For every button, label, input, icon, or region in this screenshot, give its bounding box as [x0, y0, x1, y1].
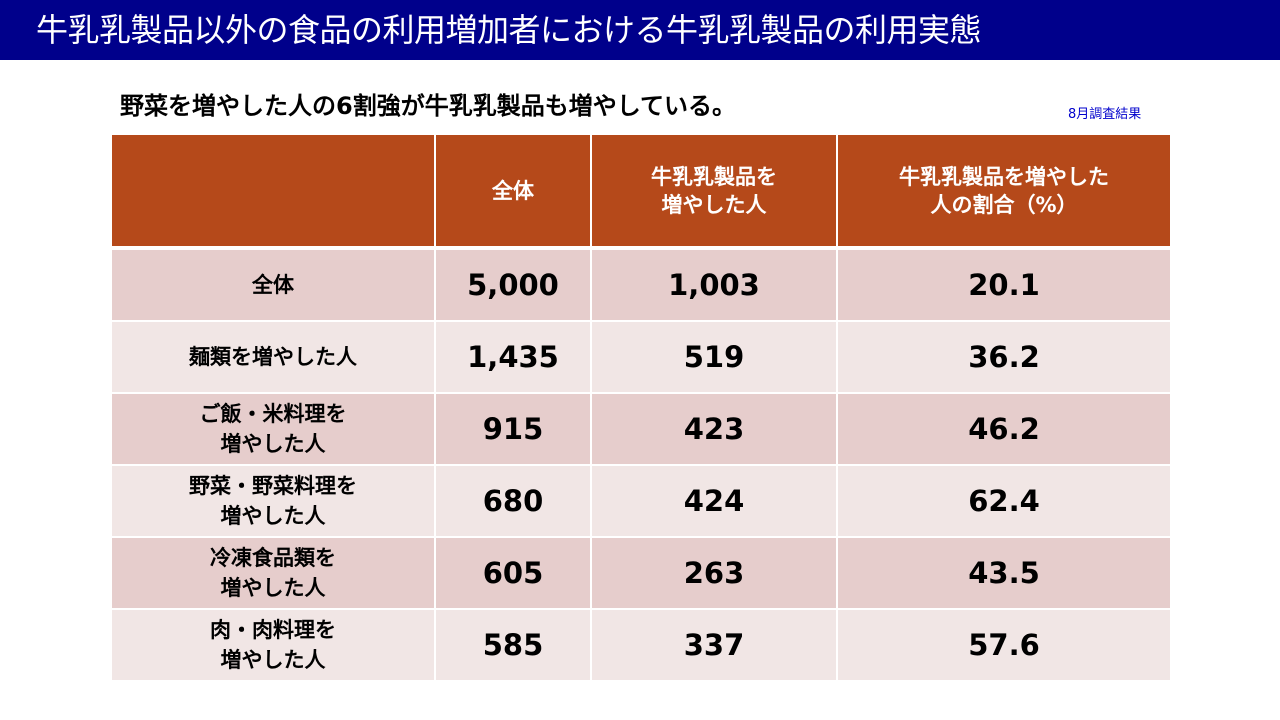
cell-ratio: 43.5	[836, 536, 1172, 610]
cell-increased: 1,003	[590, 247, 838, 322]
cell-increased: 263	[590, 536, 838, 610]
table-row: 全体 5,000 1,003 20.1	[110, 247, 1172, 322]
cell-increased: 424	[590, 464, 838, 538]
cell-ratio-highlight: 62.4	[836, 464, 1172, 538]
table-row: 野菜・野菜料理を 増やした人 680 424 62.4	[110, 464, 1172, 538]
cell-total: 585	[434, 608, 592, 682]
slide-subtitle: 野菜を増やした人の6割強が牛乳乳製品も増やしている。	[120, 92, 736, 120]
table-header-row: 全体 牛乳乳製品を 増やした人 牛乳乳製品を増やした 人の割合（%）	[110, 133, 1172, 249]
cell-increased: 337	[590, 608, 838, 682]
table-row: 麺類を増やした人 1,435 519 36.2	[110, 320, 1172, 394]
cell-total: 680	[434, 464, 592, 538]
cell-total: 605	[434, 536, 592, 610]
cell-total: 915	[434, 392, 592, 466]
page-title: 牛乳乳製品以外の食品の利用増加者における牛乳乳製品の利用実態	[36, 11, 982, 49]
row-label: 肉・肉料理を 増やした人	[110, 608, 436, 682]
header-dairy-ratio: 牛乳乳製品を増やした 人の割合（%）	[836, 133, 1172, 249]
cell-ratio: 46.2	[836, 392, 1172, 466]
row-label: 野菜・野菜料理を 増やした人	[110, 464, 436, 538]
header-total: 全体	[434, 133, 592, 249]
table-row: ご飯・米料理を 増やした人 915 423 46.2	[110, 392, 1172, 466]
header-increased-dairy: 牛乳乳製品を 増やした人	[590, 133, 838, 249]
row-label: 冷凍食品類を 増やした人	[110, 536, 436, 610]
cell-total: 5,000	[434, 247, 592, 322]
cell-increased: 423	[590, 392, 838, 466]
cell-ratio: 20.1	[836, 247, 1172, 322]
data-table: 全体 牛乳乳製品を 増やした人 牛乳乳製品を増やした 人の割合（%） 全体 5,…	[110, 133, 1172, 682]
row-label: 麺類を増やした人	[110, 320, 436, 394]
cell-increased: 519	[590, 320, 838, 394]
table-row: 冷凍食品類を 増やした人 605 263 43.5	[110, 536, 1172, 610]
cell-ratio: 36.2	[836, 320, 1172, 394]
header-blank-cell	[110, 133, 436, 249]
cell-ratio: 57.6	[836, 608, 1172, 682]
cell-total: 1,435	[434, 320, 592, 394]
row-label: 全体	[110, 247, 436, 322]
row-label: ご飯・米料理を 増やした人	[110, 392, 436, 466]
table-row: 肉・肉料理を 増やした人 585 337 57.6	[110, 608, 1172, 682]
title-bar: 牛乳乳製品以外の食品の利用増加者における牛乳乳製品の利用実態	[0, 0, 1280, 60]
survey-note: 8月調査結果	[1068, 107, 1142, 122]
